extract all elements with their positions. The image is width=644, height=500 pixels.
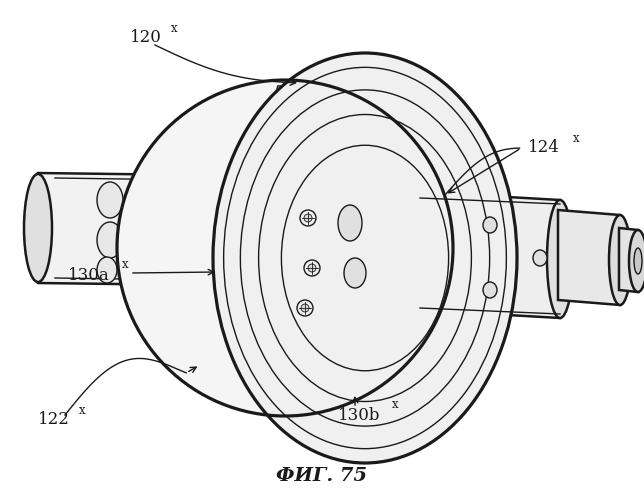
Polygon shape xyxy=(270,85,340,119)
Polygon shape xyxy=(267,376,337,410)
Polygon shape xyxy=(324,374,383,409)
Text: 130a: 130a xyxy=(68,266,109,283)
Polygon shape xyxy=(366,244,437,317)
Ellipse shape xyxy=(344,258,366,288)
Text: x: x xyxy=(171,22,178,35)
Polygon shape xyxy=(420,192,560,318)
Polygon shape xyxy=(359,174,441,246)
Text: 120: 120 xyxy=(130,30,162,46)
Polygon shape xyxy=(337,316,423,376)
Polygon shape xyxy=(343,316,423,375)
Polygon shape xyxy=(423,174,439,244)
Polygon shape xyxy=(383,116,425,173)
Polygon shape xyxy=(325,84,384,116)
Polygon shape xyxy=(257,246,366,320)
Polygon shape xyxy=(308,374,383,410)
Circle shape xyxy=(304,260,320,276)
Circle shape xyxy=(301,304,309,312)
Ellipse shape xyxy=(609,215,631,305)
Text: x: x xyxy=(573,132,580,144)
Ellipse shape xyxy=(547,200,573,318)
Text: x: x xyxy=(392,398,399,411)
Ellipse shape xyxy=(24,174,52,282)
Circle shape xyxy=(304,214,312,222)
Polygon shape xyxy=(306,374,383,410)
Polygon shape xyxy=(619,228,638,292)
Text: ФИГ. 75: ФИГ. 75 xyxy=(276,467,368,485)
Ellipse shape xyxy=(213,53,517,463)
Polygon shape xyxy=(359,174,437,246)
Ellipse shape xyxy=(629,230,644,292)
Text: 130b: 130b xyxy=(338,406,381,424)
Polygon shape xyxy=(421,244,437,316)
Text: 122: 122 xyxy=(38,412,70,428)
Ellipse shape xyxy=(407,196,433,314)
Polygon shape xyxy=(359,244,437,317)
Circle shape xyxy=(308,264,316,272)
Text: x: x xyxy=(79,404,86,416)
Polygon shape xyxy=(337,116,426,175)
Polygon shape xyxy=(382,316,423,374)
Polygon shape xyxy=(558,210,620,305)
Ellipse shape xyxy=(97,222,123,258)
Ellipse shape xyxy=(483,282,497,298)
Text: x: x xyxy=(122,258,129,272)
Polygon shape xyxy=(38,173,195,285)
Circle shape xyxy=(297,300,313,316)
Circle shape xyxy=(300,210,316,226)
Ellipse shape xyxy=(533,250,547,266)
Ellipse shape xyxy=(634,248,642,274)
Polygon shape xyxy=(260,317,359,377)
Circle shape xyxy=(117,80,453,416)
Ellipse shape xyxy=(338,205,362,241)
Ellipse shape xyxy=(97,182,123,218)
Ellipse shape xyxy=(483,217,497,233)
Polygon shape xyxy=(306,84,385,117)
Polygon shape xyxy=(265,118,363,178)
Polygon shape xyxy=(306,84,383,118)
Ellipse shape xyxy=(97,257,117,283)
Polygon shape xyxy=(337,116,423,175)
Polygon shape xyxy=(260,175,371,248)
Text: 124: 124 xyxy=(528,140,560,156)
